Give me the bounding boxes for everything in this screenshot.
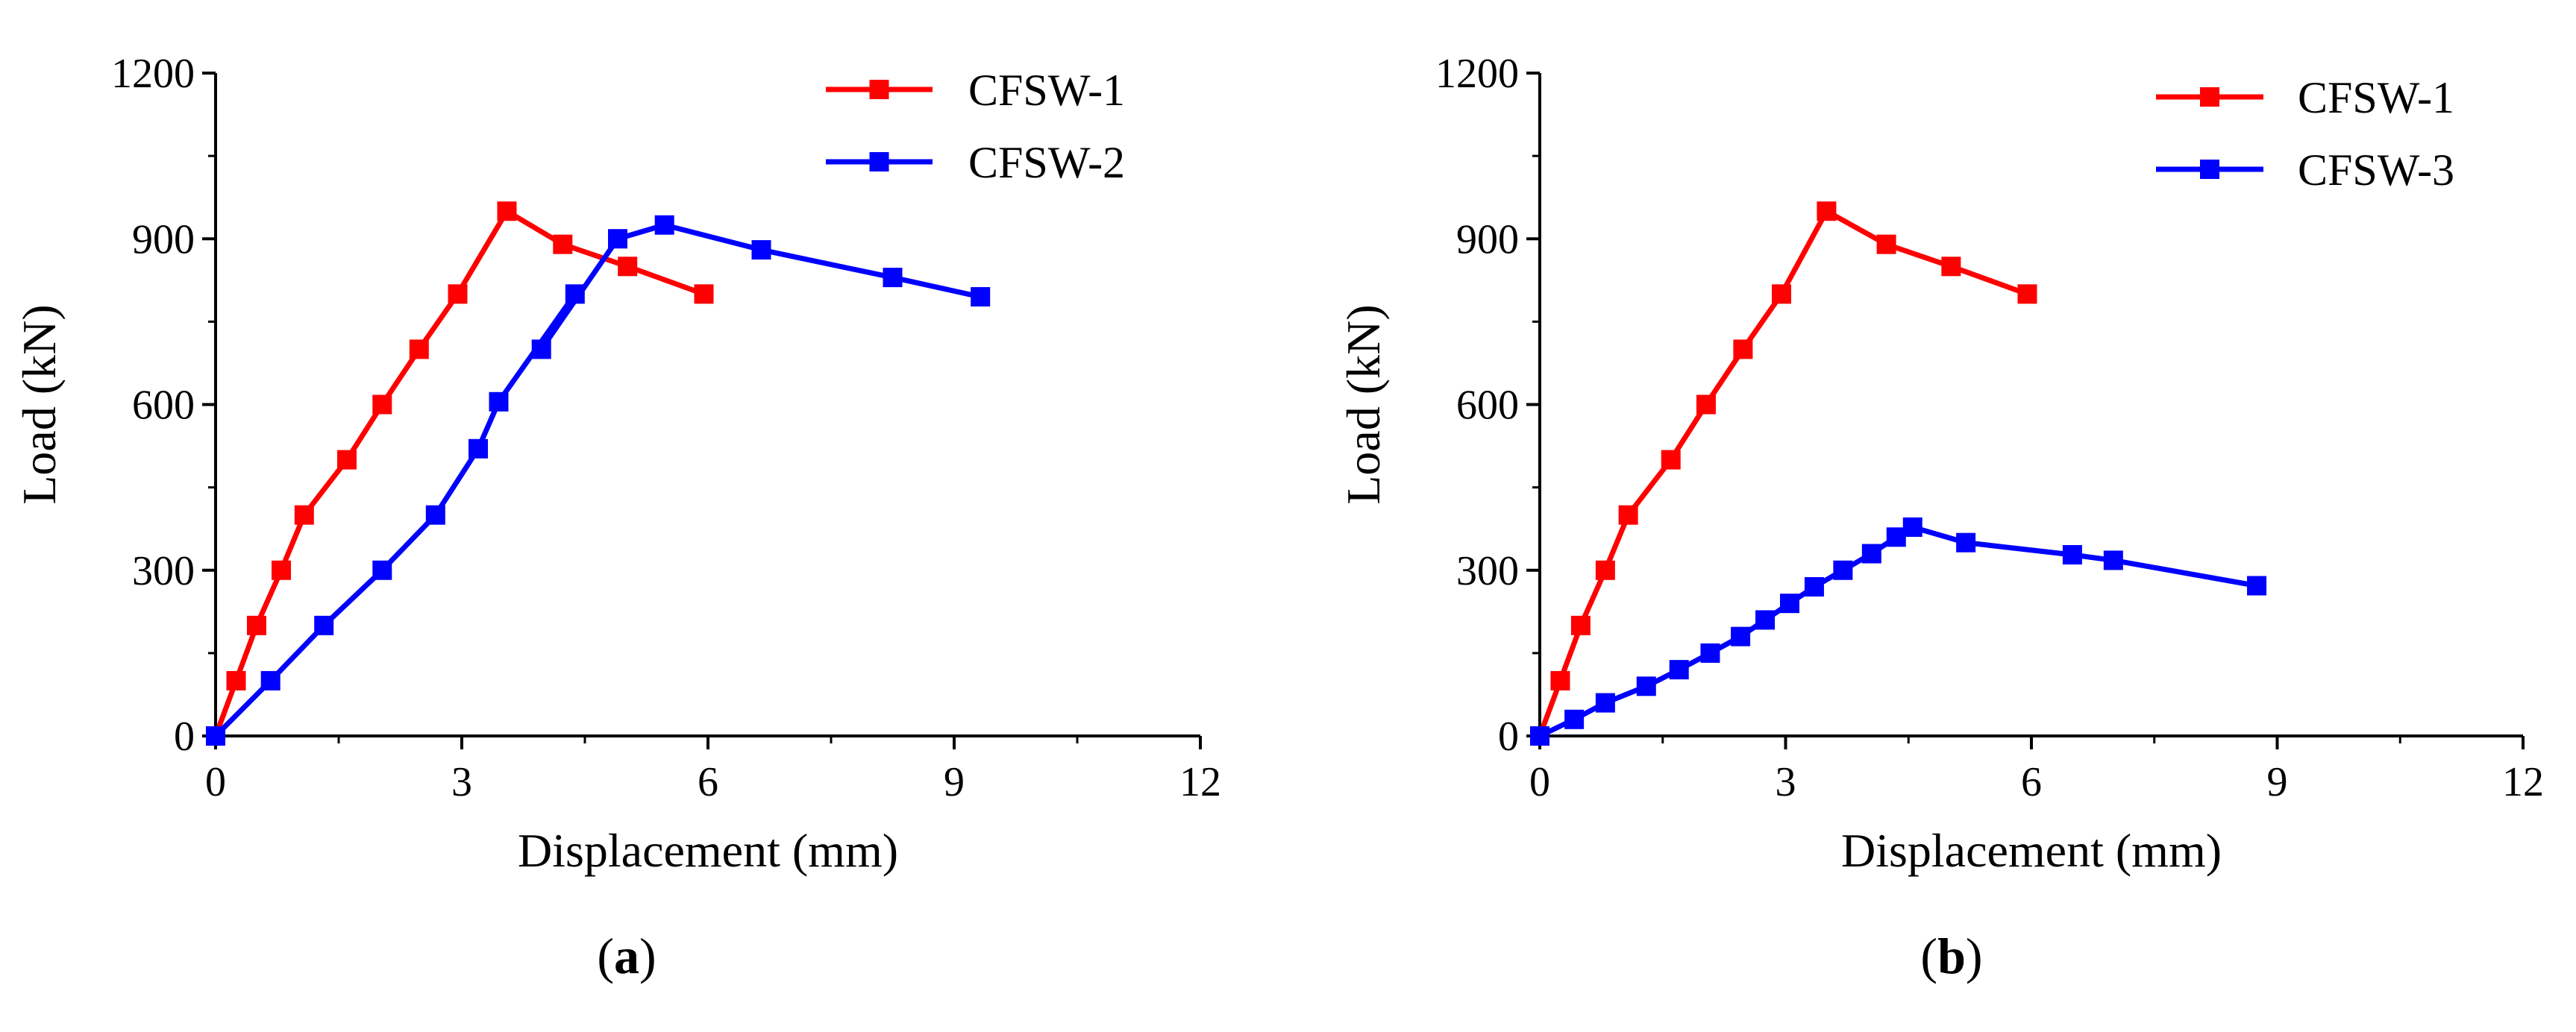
y-tick-label: 0 xyxy=(1498,714,1519,760)
x-tick-label: 6 xyxy=(698,759,718,805)
data-point-CFSW-2 xyxy=(314,615,334,635)
data-point-CFSW-1 xyxy=(1661,450,1681,470)
x-tick-label: 0 xyxy=(1529,759,1550,805)
legend-marker xyxy=(2200,87,2219,107)
x-tick-label: 0 xyxy=(205,759,226,805)
data-point-CFSW-1 xyxy=(226,670,246,690)
panel-b: 0 3 6 9 12 0 300 600 900 1200 Displacement (mm) Loa… xyxy=(1337,51,2544,984)
legend-label: CFSW-1 xyxy=(968,66,1125,115)
data-point-CFSW-1 xyxy=(372,394,392,415)
data-point-CFSW-2 xyxy=(751,240,771,260)
x-tick-label: 3 xyxy=(451,759,472,805)
data-point-CFSW-2 xyxy=(565,284,585,304)
x-axis-label: Displacement (mm) xyxy=(1841,824,2222,877)
data-point-CFSW-3 xyxy=(1861,544,1881,564)
data-point-CFSW-3 xyxy=(2062,545,2082,565)
y-tick-label: 300 xyxy=(132,548,195,594)
data-point-CFSW-1 xyxy=(1876,234,1896,254)
x-axis-label: Displacement (mm) xyxy=(518,824,898,877)
data-point-CFSW-1 xyxy=(2017,284,2037,304)
data-point-CFSW-1 xyxy=(553,234,573,254)
data-point-CFSW-1 xyxy=(1618,505,1638,525)
panel-a: 0 3 6 9 12 0 300 600 900 1200 Displacement (mm) Loa… xyxy=(13,51,1221,984)
data-point-CFSW-2 xyxy=(468,438,488,459)
y-tick-label: 300 xyxy=(1456,548,1519,594)
data-point-CFSW-3 xyxy=(1779,594,1799,614)
y-tick-label: 900 xyxy=(1456,216,1519,262)
data-point-CFSW-3 xyxy=(1700,643,1720,663)
data-point-CFSW-1 xyxy=(272,560,291,580)
data-point-CFSW-2 xyxy=(883,268,903,288)
data-point-CFSW-3 xyxy=(2103,550,2123,570)
data-point-CFSW-1 xyxy=(1817,201,1837,221)
legend-label: CFSW-1 xyxy=(2298,73,2454,122)
data-point-CFSW-2 xyxy=(425,505,445,525)
x-tick-label: 9 xyxy=(944,759,965,805)
data-point-CFSW-1 xyxy=(1570,615,1591,635)
data-point-CFSW-2 xyxy=(372,560,392,580)
y-tick-label: 900 xyxy=(132,216,195,262)
y-tick-label: 600 xyxy=(132,383,195,429)
data-point-CFSW-1 xyxy=(1733,339,1753,359)
y-tick-label: 0 xyxy=(174,714,195,760)
panel-label-b: (b) xyxy=(1920,928,1982,984)
data-point-CFSW-1 xyxy=(448,284,468,304)
data-point-CFSW-3 xyxy=(2247,576,2267,596)
x-tick-label: 12 xyxy=(1179,759,1221,805)
data-point-CFSW-1 xyxy=(409,339,429,359)
y-axis-label: Load (kN) xyxy=(1337,304,1390,504)
series-line-CFSW-3 xyxy=(1538,524,2257,739)
data-point-CFSW-2 xyxy=(206,726,225,746)
data-point-CFSW-3 xyxy=(1833,560,1853,580)
data-point-CFSW-2 xyxy=(260,670,281,690)
data-point-CFSW-3 xyxy=(1804,576,1824,597)
data-point-CFSW-2 xyxy=(654,215,674,235)
legend-label: CFSW-3 xyxy=(2298,145,2454,195)
legend-marker xyxy=(2200,160,2219,179)
data-point-CFSW-1 xyxy=(294,505,314,525)
data-point-CFSW-1 xyxy=(1550,670,1570,690)
data-point-CFSW-1 xyxy=(1696,394,1716,415)
data-point-CFSW-3 xyxy=(1755,610,1776,630)
data-point-CFSW-1 xyxy=(497,201,517,221)
data-point-CFSW-1 xyxy=(337,450,357,470)
data-point-CFSW-2 xyxy=(531,339,551,359)
legend-marker xyxy=(869,80,889,99)
y-tick-label: 1200 xyxy=(1435,51,1519,97)
data-point-CFSW-3 xyxy=(1669,660,1689,680)
x-tick-label: 6 xyxy=(2021,759,2042,805)
data-point-CFSW-2 xyxy=(489,391,509,412)
data-point-CFSW-3 xyxy=(1595,693,1615,713)
data-point-CFSW-3 xyxy=(1731,626,1751,646)
data-point-CFSW-3 xyxy=(1564,709,1585,729)
data-point-CFSW-1 xyxy=(618,257,638,277)
x-tick-label: 9 xyxy=(2267,759,2288,805)
data-point-CFSW-3 xyxy=(1886,527,1906,547)
data-point-CFSW-3 xyxy=(1636,676,1656,696)
data-point-CFSW-1 xyxy=(247,615,266,635)
y-axis-label: Load (kN) xyxy=(13,304,66,504)
y-tick-label: 1200 xyxy=(111,51,195,97)
data-point-CFSW-3 xyxy=(1956,532,1976,553)
legend-marker xyxy=(869,152,889,172)
x-tick-label: 3 xyxy=(1776,759,1796,805)
legend-label: CFSW-2 xyxy=(968,138,1125,187)
x-tick-label: 12 xyxy=(2502,759,2544,805)
data-point-CFSW-2 xyxy=(971,287,991,307)
data-point-CFSW-2 xyxy=(608,229,627,249)
data-point-CFSW-3 xyxy=(1902,517,1922,537)
y-tick-label: 600 xyxy=(1456,383,1519,429)
data-point-CFSW-1 xyxy=(694,284,714,304)
data-point-CFSW-1 xyxy=(1941,257,1961,277)
data-point-CFSW-1 xyxy=(1595,560,1615,580)
panel-label-a: (a) xyxy=(597,928,656,984)
data-point-CFSW-3 xyxy=(1530,726,1549,746)
data-point-CFSW-1 xyxy=(1772,284,1792,304)
